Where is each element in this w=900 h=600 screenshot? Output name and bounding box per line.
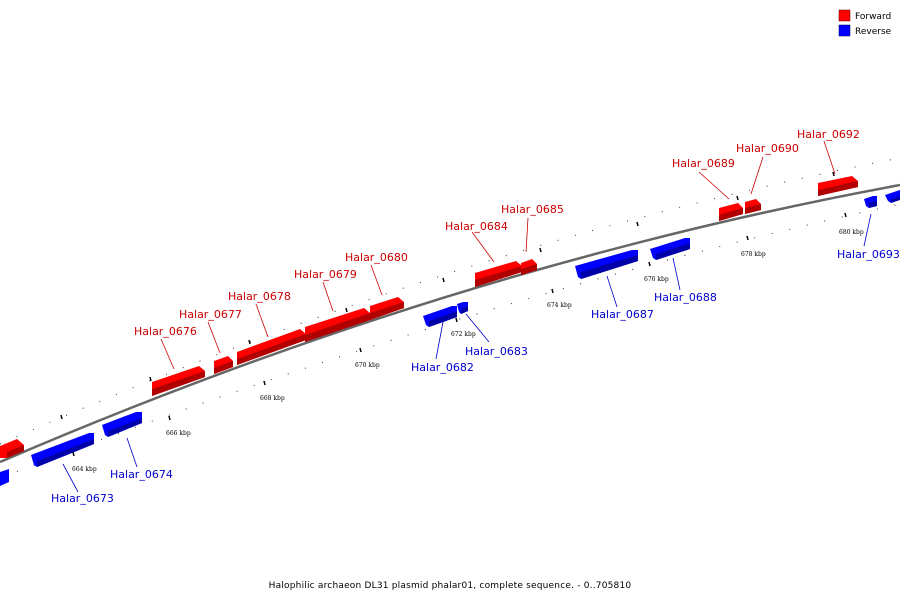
gene-arrow-halar-0688: [650, 238, 690, 260]
gene-label-halar-0674: Halar_0674: [110, 468, 173, 481]
gene-leader: [62, 463, 79, 493]
gene-leader: [525, 217, 529, 253]
gene-label-halar-0676: Halar_0676: [134, 325, 197, 338]
tick-label: 678 kbp: [741, 251, 766, 258]
gene-track: Halar_0673 Halar_0674 Halar_0676 Halar_0…: [0, 128, 900, 505]
gene-leader: [471, 231, 495, 263]
tick-label: 680 kbp: [839, 229, 864, 236]
gene-leader: [465, 313, 490, 343]
lower-tick: [648, 261, 651, 267]
gene-arrow-halar-0690: [745, 199, 761, 214]
gene-leader: [160, 338, 175, 370]
gene-label-halar-0689: Halar_0689: [672, 157, 735, 170]
forward-strand-guide: [0, 157, 900, 445]
gene-label-halar-0685: Halar_0685: [501, 203, 564, 216]
tick-label: 664 kbp: [72, 466, 97, 473]
gene-arrow-halar-0693: [864, 196, 877, 208]
gene-arrow-halar-0683: [457, 302, 468, 314]
tick-label: 672 kbp: [451, 331, 476, 338]
gene-leader: [207, 321, 221, 354]
legend-reverse-swatch: [838, 24, 851, 37]
upper-tick: [832, 171, 835, 177]
gene-leader: [322, 281, 334, 312]
gene-arrow-halar-0684: [475, 261, 522, 287]
lower-tick: [455, 317, 458, 323]
gene-leader: [255, 303, 269, 338]
map-caption: Halophilic archaeon DL31 plasmid phalar0…: [269, 581, 632, 591]
gene-label-halar-0680: Halar_0680: [345, 251, 408, 264]
gene-leader: [698, 171, 730, 200]
gene-label-halar-0690: Halar_0690: [736, 142, 799, 155]
gene-label-halar-0693: Halar_0693: [837, 248, 900, 261]
gene-label-halar-0687: Halar_0687: [591, 308, 654, 321]
lower-tick: [168, 415, 171, 421]
lower-tick: [551, 288, 554, 294]
tick-label: 668 kbp: [260, 395, 285, 402]
gene-arrow-halar-0679: [305, 308, 370, 342]
gene-leader: [435, 321, 444, 360]
tick-labels: 664 kbp 666 kbp 668 kbp 670 kbp 672 kbp …: [72, 229, 864, 473]
legend-forward-label: Forward: [855, 12, 891, 22]
sequence-backbone: [0, 183, 900, 464]
upper-tick: [636, 221, 639, 227]
gene-label-halar-0677: Halar_0677: [179, 308, 242, 321]
gene-leader: [750, 156, 764, 195]
gene-arrow-halar-0680: [370, 297, 404, 320]
gene-arrow-halar-0677: [214, 356, 233, 374]
gene-label-halar-0683: Halar_0683: [465, 345, 528, 358]
legend-reverse-label: Reverse: [855, 27, 892, 37]
upper-tick: [442, 277, 445, 283]
gene-leader: [126, 437, 138, 468]
tick-label: 676 kbp: [644, 276, 669, 283]
gene-label-halar-0682: Halar_0682: [411, 361, 474, 374]
upper-tick: [736, 195, 739, 201]
gene-arrow-halar-0673: [31, 433, 94, 467]
lower-tick: [72, 451, 75, 457]
tick-label: 666 kbp: [166, 430, 191, 437]
lower-tick: [359, 347, 362, 353]
legend-forward-swatch: [838, 9, 851, 22]
upper-tick: [539, 247, 542, 253]
gene-arrow-partial: [885, 190, 900, 203]
gene-label-halar-0684: Halar_0684: [445, 220, 508, 233]
gene-arrow-halar-0678: [237, 329, 306, 365]
gene-label-halar-0679: Halar_0679: [294, 268, 357, 281]
upper-tick: [60, 414, 63, 420]
gene-arrow-partial: [0, 439, 24, 458]
legend: Forward Reverse: [838, 9, 892, 37]
gene-arrow-halar-0692: [818, 176, 858, 196]
gene-leader: [672, 257, 681, 291]
gene-arrow-halar-0685: [521, 259, 537, 275]
lower-tick: [746, 235, 749, 241]
gene-label-halar-0688: Halar_0688: [654, 291, 717, 304]
gene-label-halar-0692: Halar_0692: [797, 128, 860, 141]
gene-arrow-halar-0689: [719, 203, 743, 221]
lower-major-ticks: [72, 212, 847, 457]
upper-major-ticks: [60, 171, 835, 420]
gene-leader: [606, 275, 618, 308]
upper-tick: [149, 376, 152, 382]
gene-leader: [370, 264, 383, 296]
gene-arrow-partial: [0, 469, 9, 486]
upper-tick: [248, 339, 251, 345]
upper-tick: [345, 307, 348, 313]
gene-arrow-halar-0674: [102, 412, 142, 437]
lower-tick: [844, 212, 847, 218]
gene-arrow-halar-0676: [152, 366, 205, 396]
reverse-strand-guide: [0, 203, 900, 479]
tick-label: 674 kbp: [547, 302, 572, 309]
gene-arrow-halar-0687: [575, 250, 638, 279]
gene-label-halar-0678: Halar_0678: [228, 290, 291, 303]
gene-leader: [863, 213, 872, 247]
lower-tick: [263, 380, 266, 386]
gene-arrow-halar-0682: [423, 306, 457, 327]
gene-leader: [823, 140, 836, 175]
gene-label-halar-0673: Halar_0673: [51, 492, 114, 505]
tick-label: 670 kbp: [355, 362, 380, 369]
